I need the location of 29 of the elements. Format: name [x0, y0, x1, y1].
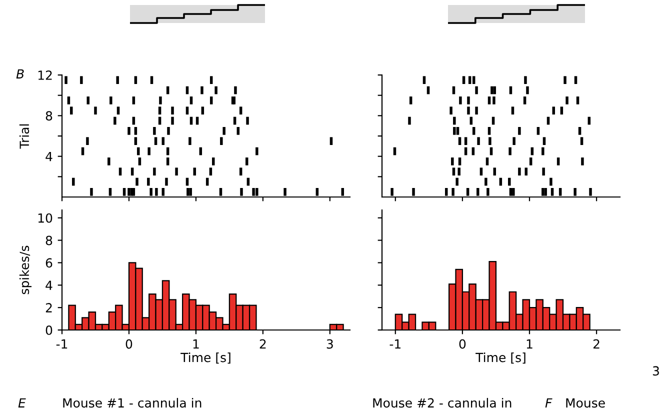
x-tick-label: 2: [260, 339, 266, 349]
text: B: [16, 69, 24, 78]
y-tick-label: 12: [38, 70, 52, 80]
x-tick-label: 1: [526, 339, 532, 349]
y-tick-label: 6: [46, 258, 52, 268]
x-tick-label: 1: [193, 339, 199, 349]
x-axis-title: Time [s]: [180, 352, 230, 364]
x-tick-label: -1: [56, 339, 68, 349]
text: F: [545, 398, 552, 408]
y-axis-title: spikes/s: [19, 246, 32, 294]
x-tick-label: 2: [593, 339, 600, 349]
text: Mouse #2 - cannula in: [373, 398, 512, 408]
text: Mouse #1 - cannula in: [63, 398, 202, 408]
y-tick-label: 4: [46, 280, 52, 290]
y-tick-label: 2: [46, 303, 52, 312]
y-tick-label: 8: [46, 111, 52, 121]
y-tick-label: 4: [46, 152, 52, 162]
y-tick-label: 0: [46, 325, 52, 335]
y-axis-title: Trial: [19, 124, 30, 149]
x-tick-label: 0: [459, 339, 466, 349]
x-tick-label: 0: [126, 339, 132, 349]
x-axis-title: Time [s]: [476, 352, 526, 364]
x-tick-label: 3: [326, 339, 333, 349]
x-tick-label: -1: [390, 339, 400, 349]
text: Mouse: [566, 398, 605, 408]
y-tick-label: 10: [38, 213, 52, 223]
y-tick-label: 8: [46, 236, 52, 246]
text: 3: [652, 366, 659, 376]
text: E: [18, 398, 26, 408]
